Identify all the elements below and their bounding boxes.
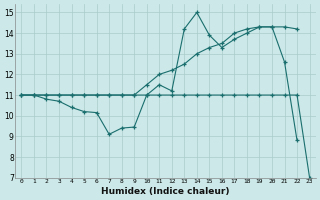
X-axis label: Humidex (Indice chaleur): Humidex (Indice chaleur) [101, 187, 230, 196]
